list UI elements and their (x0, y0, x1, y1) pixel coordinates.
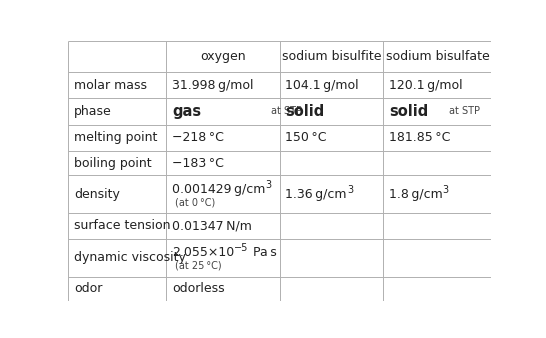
Text: gas: gas (172, 104, 201, 119)
Text: 3: 3 (443, 185, 449, 195)
Text: 150 °C: 150 °C (286, 131, 327, 144)
Text: Pa s: Pa s (248, 246, 276, 259)
Text: 31.998 g/mol: 31.998 g/mol (172, 79, 253, 92)
Text: 1.8 g/cm: 1.8 g/cm (389, 188, 443, 201)
Text: 120.1 g/mol: 120.1 g/mol (389, 79, 462, 92)
Text: 104.1 g/mol: 104.1 g/mol (286, 79, 359, 92)
Text: density: density (74, 188, 120, 201)
Text: solid: solid (286, 104, 324, 119)
Text: odorless: odorless (172, 282, 224, 295)
Text: sodium bisulfate: sodium bisulfate (385, 50, 489, 63)
Text: 0.01347 N/m: 0.01347 N/m (172, 219, 252, 233)
Text: odor: odor (74, 282, 102, 295)
Text: oxygen: oxygen (200, 50, 246, 63)
Text: 181.85 °C: 181.85 °C (389, 131, 450, 144)
Text: (at 0 °C): (at 0 °C) (175, 197, 216, 208)
Text: 1.36 g/cm: 1.36 g/cm (286, 188, 347, 201)
Text: −218 °C: −218 °C (172, 131, 224, 144)
Text: −5: −5 (234, 243, 248, 253)
Text: 0.001429 g/cm: 0.001429 g/cm (172, 183, 265, 196)
Text: phase: phase (74, 105, 111, 118)
Text: surface tension: surface tension (74, 219, 170, 233)
Text: (at 25 °C): (at 25 °C) (175, 261, 222, 271)
Text: boiling point: boiling point (74, 156, 151, 170)
Text: melting point: melting point (74, 131, 157, 144)
Text: −183 °C: −183 °C (172, 156, 224, 170)
Text: 3: 3 (347, 185, 353, 195)
Text: 3: 3 (265, 180, 271, 190)
Text: molar mass: molar mass (74, 79, 147, 92)
Text: dynamic viscosity: dynamic viscosity (74, 251, 186, 264)
Text: at STP: at STP (449, 106, 480, 117)
Text: solid: solid (389, 104, 428, 119)
Text: sodium bisulfite: sodium bisulfite (282, 50, 382, 63)
Text: at STP: at STP (271, 106, 302, 117)
Text: 2.055×10: 2.055×10 (172, 246, 234, 259)
